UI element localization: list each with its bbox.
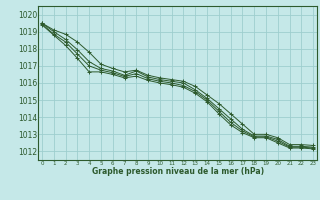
X-axis label: Graphe pression niveau de la mer (hPa): Graphe pression niveau de la mer (hPa) bbox=[92, 167, 264, 176]
